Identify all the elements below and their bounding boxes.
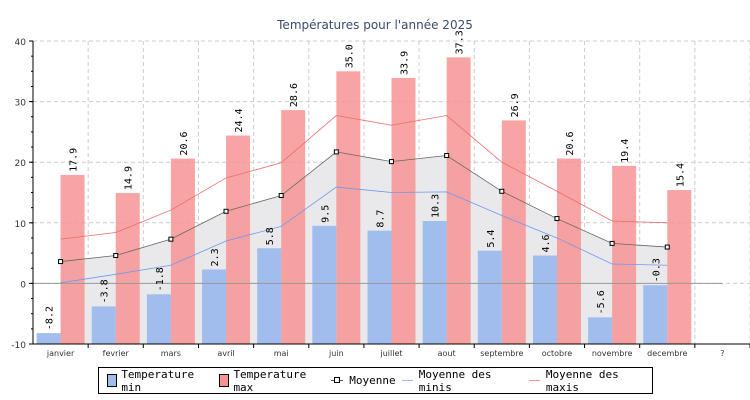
x-tick-label: juin (328, 349, 344, 358)
data-label-max: 33.9 (400, 51, 411, 75)
legend-label: Temperature min (121, 367, 195, 394)
bar-temperature-min (422, 220, 447, 344)
moyenne-point (444, 153, 450, 159)
x-tick-label: octobre (542, 349, 573, 358)
bar-temperature-min (477, 250, 502, 344)
data-label-min: 5.4 (486, 230, 497, 248)
data-label-min: 5.8 (265, 227, 276, 245)
bar-temperature-min (146, 294, 171, 344)
data-label-max: 19.4 (620, 139, 631, 163)
bar-temperature-min (312, 225, 337, 344)
legend-swatch-max (219, 374, 230, 387)
data-label-max: 26.9 (510, 93, 521, 117)
data-label-max: 20.6 (179, 131, 190, 155)
legend-item-min: Temperature min (107, 368, 213, 394)
x-tick-label: mai (274, 349, 289, 358)
chart-title: Températures pour l'année 2025 (276, 18, 473, 32)
bar-temperature-max (391, 77, 416, 344)
bar-temperature-min (257, 248, 282, 344)
legend-line-minis (401, 380, 413, 381)
data-label-max: 15.4 (675, 163, 686, 187)
bar-temperature-min (643, 285, 668, 344)
legend-swatch-min (107, 374, 118, 387)
x-tick-label: fevrier (103, 349, 130, 358)
y-tick-label: 0 (20, 280, 26, 290)
data-label-min: 4.6 (541, 234, 552, 252)
data-label-max: 20.6 (565, 131, 576, 155)
data-label-min: -0.3 (651, 258, 662, 282)
moyenne-point (333, 149, 339, 155)
data-label-min: -8.2 (45, 306, 56, 330)
x-tick-label: aout (438, 349, 456, 358)
legend-label: Moyenne des maxis (545, 367, 619, 394)
moyenne-point (389, 159, 394, 165)
data-label-max: 28.6 (289, 83, 300, 107)
x-tick-label: avril (217, 349, 234, 358)
bar-temperature-min (202, 269, 227, 344)
legend-item-max: Temperature max (219, 368, 325, 394)
y-tick-label: 10 (15, 220, 27, 230)
data-label-min: 8.7 (376, 210, 387, 228)
moyenne-point (58, 259, 64, 265)
bar-temperature-max (60, 174, 85, 344)
bar-temperature-max (612, 165, 637, 344)
x-tick-label: ? (720, 349, 724, 358)
data-label-min: -3.8 (100, 279, 111, 303)
legend-item-maxis: Moyenne des maxis (528, 367, 650, 394)
legend-line-maxis (528, 380, 540, 381)
bar-temperature-min (91, 306, 116, 344)
line-moyenne (60, 151, 668, 262)
data-label-max: 37.3 (455, 30, 466, 54)
bar-temperature-min (532, 255, 557, 344)
x-tick-label: janvier (46, 349, 75, 358)
moyenne-point (609, 240, 615, 246)
bar-temperature-max (281, 110, 306, 344)
data-label-min: 10.3 (431, 194, 442, 218)
bar-temperature-max (556, 158, 581, 344)
bar-temperature-max (667, 190, 692, 344)
bar-temperature-max (336, 71, 361, 345)
bar-temperature-max (170, 158, 195, 344)
line-moyenne-des-maxis (60, 115, 668, 240)
legend: Temperature min Temperature max Moyenne … (98, 367, 653, 394)
x-tick-label: septembre (480, 349, 523, 358)
legend-label: Temperature max (233, 367, 307, 394)
data-label-min: -1.8 (155, 267, 166, 291)
moyenne-point (223, 208, 229, 214)
line-moyenne-des-minis (60, 186, 668, 284)
data-label-min: 9.5 (320, 205, 331, 223)
bar-temperature-max (501, 120, 526, 344)
data-label-max: 24.4 (234, 108, 245, 132)
data-label-min: -5.6 (596, 290, 607, 314)
data-label-min: 2.3 (210, 248, 221, 266)
data-label-max: 35.0 (344, 44, 355, 68)
y-tick-label: 30 (15, 99, 27, 109)
moyenne-point (664, 244, 670, 250)
y-tick-label: 20 (15, 159, 27, 169)
legend-marker-moyenne (331, 377, 344, 383)
data-label-max: 17.9 (69, 148, 80, 172)
y-tick-label: -10 (11, 341, 26, 351)
legend-label: Moyenne (349, 374, 396, 387)
moyenne-point (278, 193, 284, 199)
moyenne-point (499, 188, 505, 194)
moyenne-point (554, 216, 560, 222)
bar-temperature-min (588, 317, 613, 344)
y-tick-label: 40 (15, 38, 27, 48)
legend-item-minis: Moyenne des minis (401, 367, 523, 394)
x-tick-label: novembre (592, 349, 633, 358)
bar-temperature-min (367, 230, 392, 344)
legend-item-moyenne: Moyenne (331, 374, 396, 387)
x-tick-label: decembre (647, 349, 687, 358)
x-tick-label: juillet (379, 349, 402, 358)
moyenne-point (168, 236, 174, 242)
x-tick-label: mars (161, 349, 181, 358)
moyenne-point (113, 253, 119, 259)
legend-label: Moyenne des minis (418, 367, 492, 394)
data-label-max: 14.9 (124, 166, 135, 190)
bar-temperature-min (36, 333, 61, 344)
bar-temperature-max (115, 193, 140, 344)
